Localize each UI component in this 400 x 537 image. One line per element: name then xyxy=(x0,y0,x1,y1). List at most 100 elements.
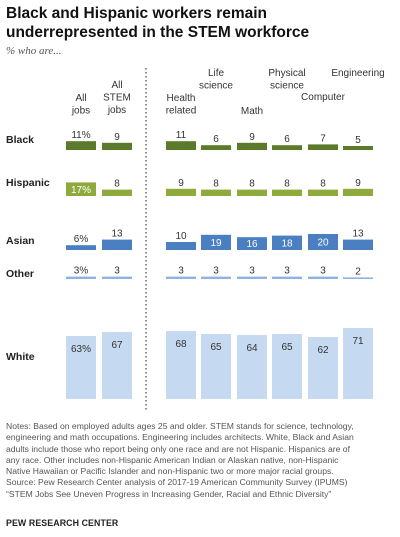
chart-title: Black and Hispanic workers remain underr… xyxy=(6,5,310,41)
data-label-asian-all-jobs: 6% xyxy=(74,234,89,245)
notes-line: adults include those who report being on… xyxy=(6,443,350,454)
bar-asian-all-jobs xyxy=(66,245,96,250)
data-label-asian-physical-science: 18 xyxy=(281,238,293,249)
data-label-asian-computer: 20 xyxy=(317,238,329,249)
data-label-white-math: 64 xyxy=(246,343,258,354)
bar-white-computer xyxy=(308,337,338,399)
data-label-other-all-stem-jobs: 3 xyxy=(114,266,120,277)
data-label-hispanic-health-related: 9 xyxy=(178,178,184,189)
bar-hispanic-life-science xyxy=(201,189,231,196)
data-label-black-all-stem-jobs: 9 xyxy=(114,132,120,143)
bar-white-all-stem-jobs xyxy=(102,332,132,399)
data-label-white-health-related: 68 xyxy=(175,339,187,350)
data-label-black-engineering: 5 xyxy=(355,135,361,146)
bar-black-engineering xyxy=(343,146,373,150)
category-label-computer: Computer xyxy=(301,92,346,103)
bar-hispanic-health-related xyxy=(166,188,196,196)
data-label-white-physical-science: 65 xyxy=(281,342,293,353)
chart-notes: Notes: Based on employed adults ages 25 … xyxy=(6,421,396,500)
data-label-black-math: 9 xyxy=(249,132,255,143)
data-label-white-all-stem-jobs: 67 xyxy=(111,340,123,351)
notes-line: engineering and math occupations. Engine… xyxy=(6,432,354,443)
row-label-asian: Asian xyxy=(6,235,35,247)
data-label-asian-all-stem-jobs: 13 xyxy=(111,229,123,240)
data-label-other-physical-science: 3 xyxy=(284,266,290,277)
category-label-engineering: Engineering xyxy=(331,68,384,79)
bar-black-computer xyxy=(308,144,338,150)
data-label-black-all-jobs: 11% xyxy=(71,130,90,141)
data-label-hispanic-all-jobs: 17% xyxy=(71,185,91,196)
bar-hispanic-all-stem-jobs xyxy=(102,189,132,196)
data-label-black-life-science: 6 xyxy=(213,134,219,145)
category-label-math: Math xyxy=(241,106,263,117)
bar-white-health-related xyxy=(166,331,196,399)
notes-line: any race. Other includes non-Hispanic Am… xyxy=(6,454,339,465)
bar-other-all-stem-jobs xyxy=(102,276,132,279)
data-label-white-computer: 62 xyxy=(317,345,329,356)
data-label-black-physical-science: 6 xyxy=(284,134,290,145)
bar-white-all-jobs xyxy=(66,336,96,399)
bar-black-physical-science xyxy=(272,145,302,150)
bar-hispanic-all-jobs xyxy=(66,182,96,196)
data-label-other-life-science: 3 xyxy=(213,266,219,277)
chart-subtitle: % who are... xyxy=(6,45,62,57)
data-label-hispanic-engineering: 9 xyxy=(355,178,361,189)
source-line: Source: Pew Research Center analysis of … xyxy=(6,477,348,488)
row-label-hispanic: Hispanic xyxy=(6,177,50,189)
data-label-other-engineering: 2 xyxy=(355,266,361,277)
bar-white-math xyxy=(237,335,267,399)
bar-white-engineering xyxy=(343,328,373,399)
data-label-white-life-science: 65 xyxy=(210,342,222,353)
data-label-black-health-related: 11 xyxy=(176,130,187,141)
data-label-asian-health-related: 10 xyxy=(175,231,187,242)
row-label-other: Other xyxy=(6,268,34,280)
bar-asian-all-stem-jobs xyxy=(102,239,132,250)
bar-asian-physical-science xyxy=(272,235,302,250)
bar-asian-life-science xyxy=(201,234,231,250)
bar-asian-math xyxy=(237,237,267,250)
bar-other-health-related xyxy=(166,276,196,279)
data-label-other-all-jobs: 3% xyxy=(74,266,89,277)
bar-hispanic-physical-science xyxy=(272,189,302,196)
bar-black-life-science xyxy=(201,145,231,150)
bar-hispanic-engineering xyxy=(343,188,373,196)
data-label-other-computer: 3 xyxy=(320,266,326,277)
row-label-black: Black xyxy=(6,134,34,146)
data-label-asian-life-science: 19 xyxy=(210,238,222,249)
category-label-all-stem-jobs: All STEM jobs xyxy=(103,80,131,116)
publisher-credit: PEW RESEARCH CENTER xyxy=(6,518,119,528)
category-label-all-jobs: All jobs xyxy=(71,93,90,117)
source-line: “STEM Jobs See Uneven Progress in Increa… xyxy=(6,488,332,499)
bar-hispanic-computer xyxy=(308,189,338,196)
data-label-asian-math: 16 xyxy=(246,239,258,250)
category-label-life-science: Life science xyxy=(199,68,233,92)
bar-asian-engineering xyxy=(343,239,373,250)
notes-line: Notes: Based on employed adults ages 25 … xyxy=(6,421,354,431)
bar-black-all-stem-jobs xyxy=(102,142,132,150)
data-label-asian-engineering: 13 xyxy=(352,229,364,240)
bar-black-all-jobs xyxy=(66,141,96,150)
data-label-hispanic-all-stem-jobs: 8 xyxy=(114,179,120,190)
bar-hispanic-math xyxy=(237,189,267,196)
data-label-hispanic-physical-science: 8 xyxy=(284,179,290,190)
category-label-physical-science: Physical science xyxy=(268,68,305,92)
row-label-white: White xyxy=(6,351,35,363)
category-label-health-related: Health related xyxy=(166,93,197,117)
bar-other-life-science xyxy=(201,276,231,279)
data-label-other-math: 3 xyxy=(249,266,255,277)
data-label-hispanic-computer: 8 xyxy=(320,179,326,190)
bar-other-computer xyxy=(308,276,338,279)
bar-other-all-jobs xyxy=(66,276,96,279)
data-label-white-engineering: 71 xyxy=(352,336,364,347)
bar-asian-computer xyxy=(308,234,338,250)
data-label-hispanic-math: 8 xyxy=(249,179,255,190)
bar-other-engineering xyxy=(343,277,373,279)
bar-white-life-science xyxy=(201,334,231,399)
data-label-white-all-jobs: 63% xyxy=(71,344,91,355)
bar-asian-health-related xyxy=(166,242,196,250)
bar-black-health-related xyxy=(166,141,196,150)
bar-white-physical-science xyxy=(272,334,302,399)
bar-other-math xyxy=(237,276,267,279)
bar-other-physical-science xyxy=(272,276,302,279)
